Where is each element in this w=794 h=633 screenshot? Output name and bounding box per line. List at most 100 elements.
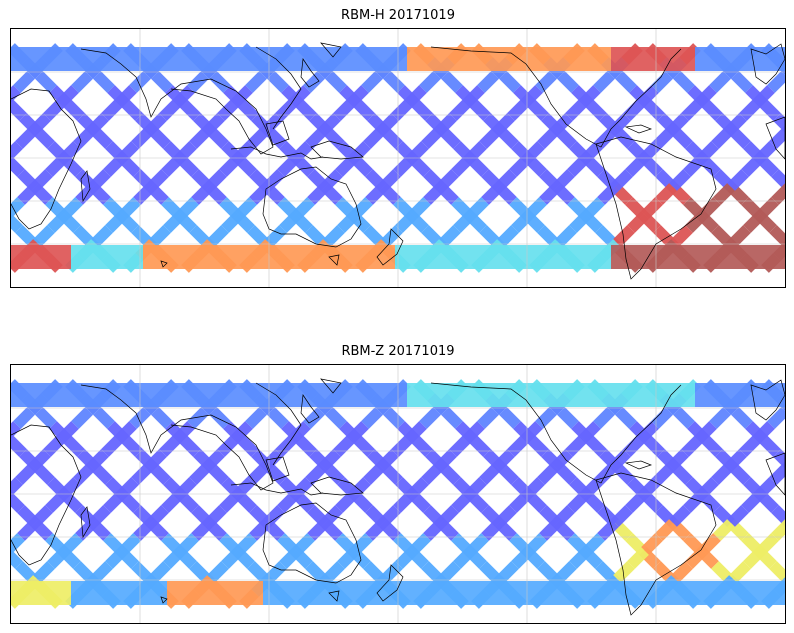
swath-segment <box>63 435 85 457</box>
swath-segment <box>711 127 733 149</box>
swath-segment <box>593 407 615 429</box>
swath-segment <box>13 407 35 429</box>
swath-segment <box>411 99 433 121</box>
north-band-cell <box>251 383 263 407</box>
swath-segment <box>439 463 461 485</box>
swath-segment <box>391 435 413 457</box>
swath-segment <box>189 463 211 485</box>
south-band-cell <box>635 245 647 269</box>
swath-segment <box>397 421 419 443</box>
swath-segment <box>323 127 345 149</box>
swath-segment <box>669 505 691 527</box>
swath-segment <box>771 519 785 541</box>
swath-segment <box>611 505 633 527</box>
swath-segment <box>205 169 227 191</box>
south-band-cell <box>695 581 707 605</box>
north-band-cell <box>611 383 623 407</box>
swath-segment <box>73 127 95 149</box>
swath-segment <box>425 113 447 135</box>
north-band-cell <box>467 383 479 407</box>
swath-segment <box>335 491 357 513</box>
swath-segment <box>511 547 533 569</box>
north-band-cell <box>455 383 467 407</box>
swath-segment <box>223 421 245 443</box>
swath-segment <box>673 407 695 429</box>
swath-segment <box>281 85 303 107</box>
swath-segment <box>513 85 535 107</box>
swath-segment <box>381 127 403 149</box>
swath-segment <box>107 421 129 443</box>
north-band-cell <box>287 383 299 407</box>
north-band-cell <box>191 47 203 71</box>
north-band-cell <box>179 383 191 407</box>
swath-segment <box>161 491 183 513</box>
swath-segment <box>11 491 25 513</box>
swath-segment <box>497 225 519 247</box>
swath-segment <box>89 169 111 191</box>
coastline <box>320 378 342 394</box>
swath-segment <box>557 71 579 93</box>
north-band-cell <box>395 383 407 407</box>
swath-segment <box>615 71 637 93</box>
swath-segment <box>671 463 693 485</box>
swath-segment <box>499 407 521 429</box>
north-band-cell <box>323 383 335 407</box>
swath-segment <box>205 505 227 527</box>
swath-segment <box>307 183 329 205</box>
south-band-cell <box>47 581 59 605</box>
north-band-cell <box>107 47 119 71</box>
swath-segment <box>159 99 181 121</box>
south-band-cell <box>587 245 599 269</box>
swath-segment <box>93 71 115 93</box>
swath-segment <box>367 113 389 135</box>
swath-segment <box>365 519 387 541</box>
south-band-cell <box>275 581 287 605</box>
swath-segment <box>729 561 751 583</box>
swath-segment <box>177 197 199 219</box>
north-band-cell <box>407 47 419 71</box>
north-band-cell <box>227 383 239 407</box>
swath-segment <box>101 435 123 457</box>
south-band-cell <box>395 581 407 605</box>
panel-title-rbm-h: RBM-H 20171019 <box>341 8 455 23</box>
swath-segment <box>535 71 557 93</box>
north-band-cell <box>455 47 467 71</box>
south-band-cell <box>143 581 155 605</box>
swath-segment <box>699 533 721 555</box>
swath-segment <box>627 211 649 233</box>
swath-segment <box>221 547 243 569</box>
swath-segment <box>739 435 761 457</box>
north-band-cell <box>359 383 371 407</box>
north-band-cell <box>503 47 515 71</box>
south-band-cell <box>251 245 263 269</box>
south-band-cell <box>731 245 743 269</box>
south-band-cell <box>683 581 695 605</box>
swath-segment <box>175 141 197 163</box>
swath-segment <box>49 85 71 107</box>
coastline <box>376 228 404 266</box>
north-band-cell <box>191 383 203 407</box>
south-band-cell <box>587 581 599 605</box>
coastline <box>624 124 653 134</box>
coastline <box>160 260 168 268</box>
north-band-cell <box>311 47 323 71</box>
swath-segment <box>745 85 767 107</box>
swath-segment <box>117 141 139 163</box>
swath-segment <box>305 561 327 583</box>
south-band-cell <box>359 581 371 605</box>
swath-segment <box>639 141 661 163</box>
swath-segment <box>687 421 709 443</box>
swath-segment <box>131 463 153 485</box>
north-band-cell <box>395 47 407 71</box>
gridlines <box>11 29 785 287</box>
swath-segment <box>759 99 781 121</box>
swath-segment <box>117 477 139 499</box>
swath-segment <box>595 561 617 583</box>
map-panel-rbm-z <box>10 364 786 624</box>
north-band-cell <box>383 47 395 71</box>
coastline <box>328 254 340 266</box>
south-band-cell <box>167 581 179 605</box>
south-band-cell <box>71 245 83 269</box>
south-band-cell <box>695 245 707 269</box>
south-band-cell <box>227 581 239 605</box>
